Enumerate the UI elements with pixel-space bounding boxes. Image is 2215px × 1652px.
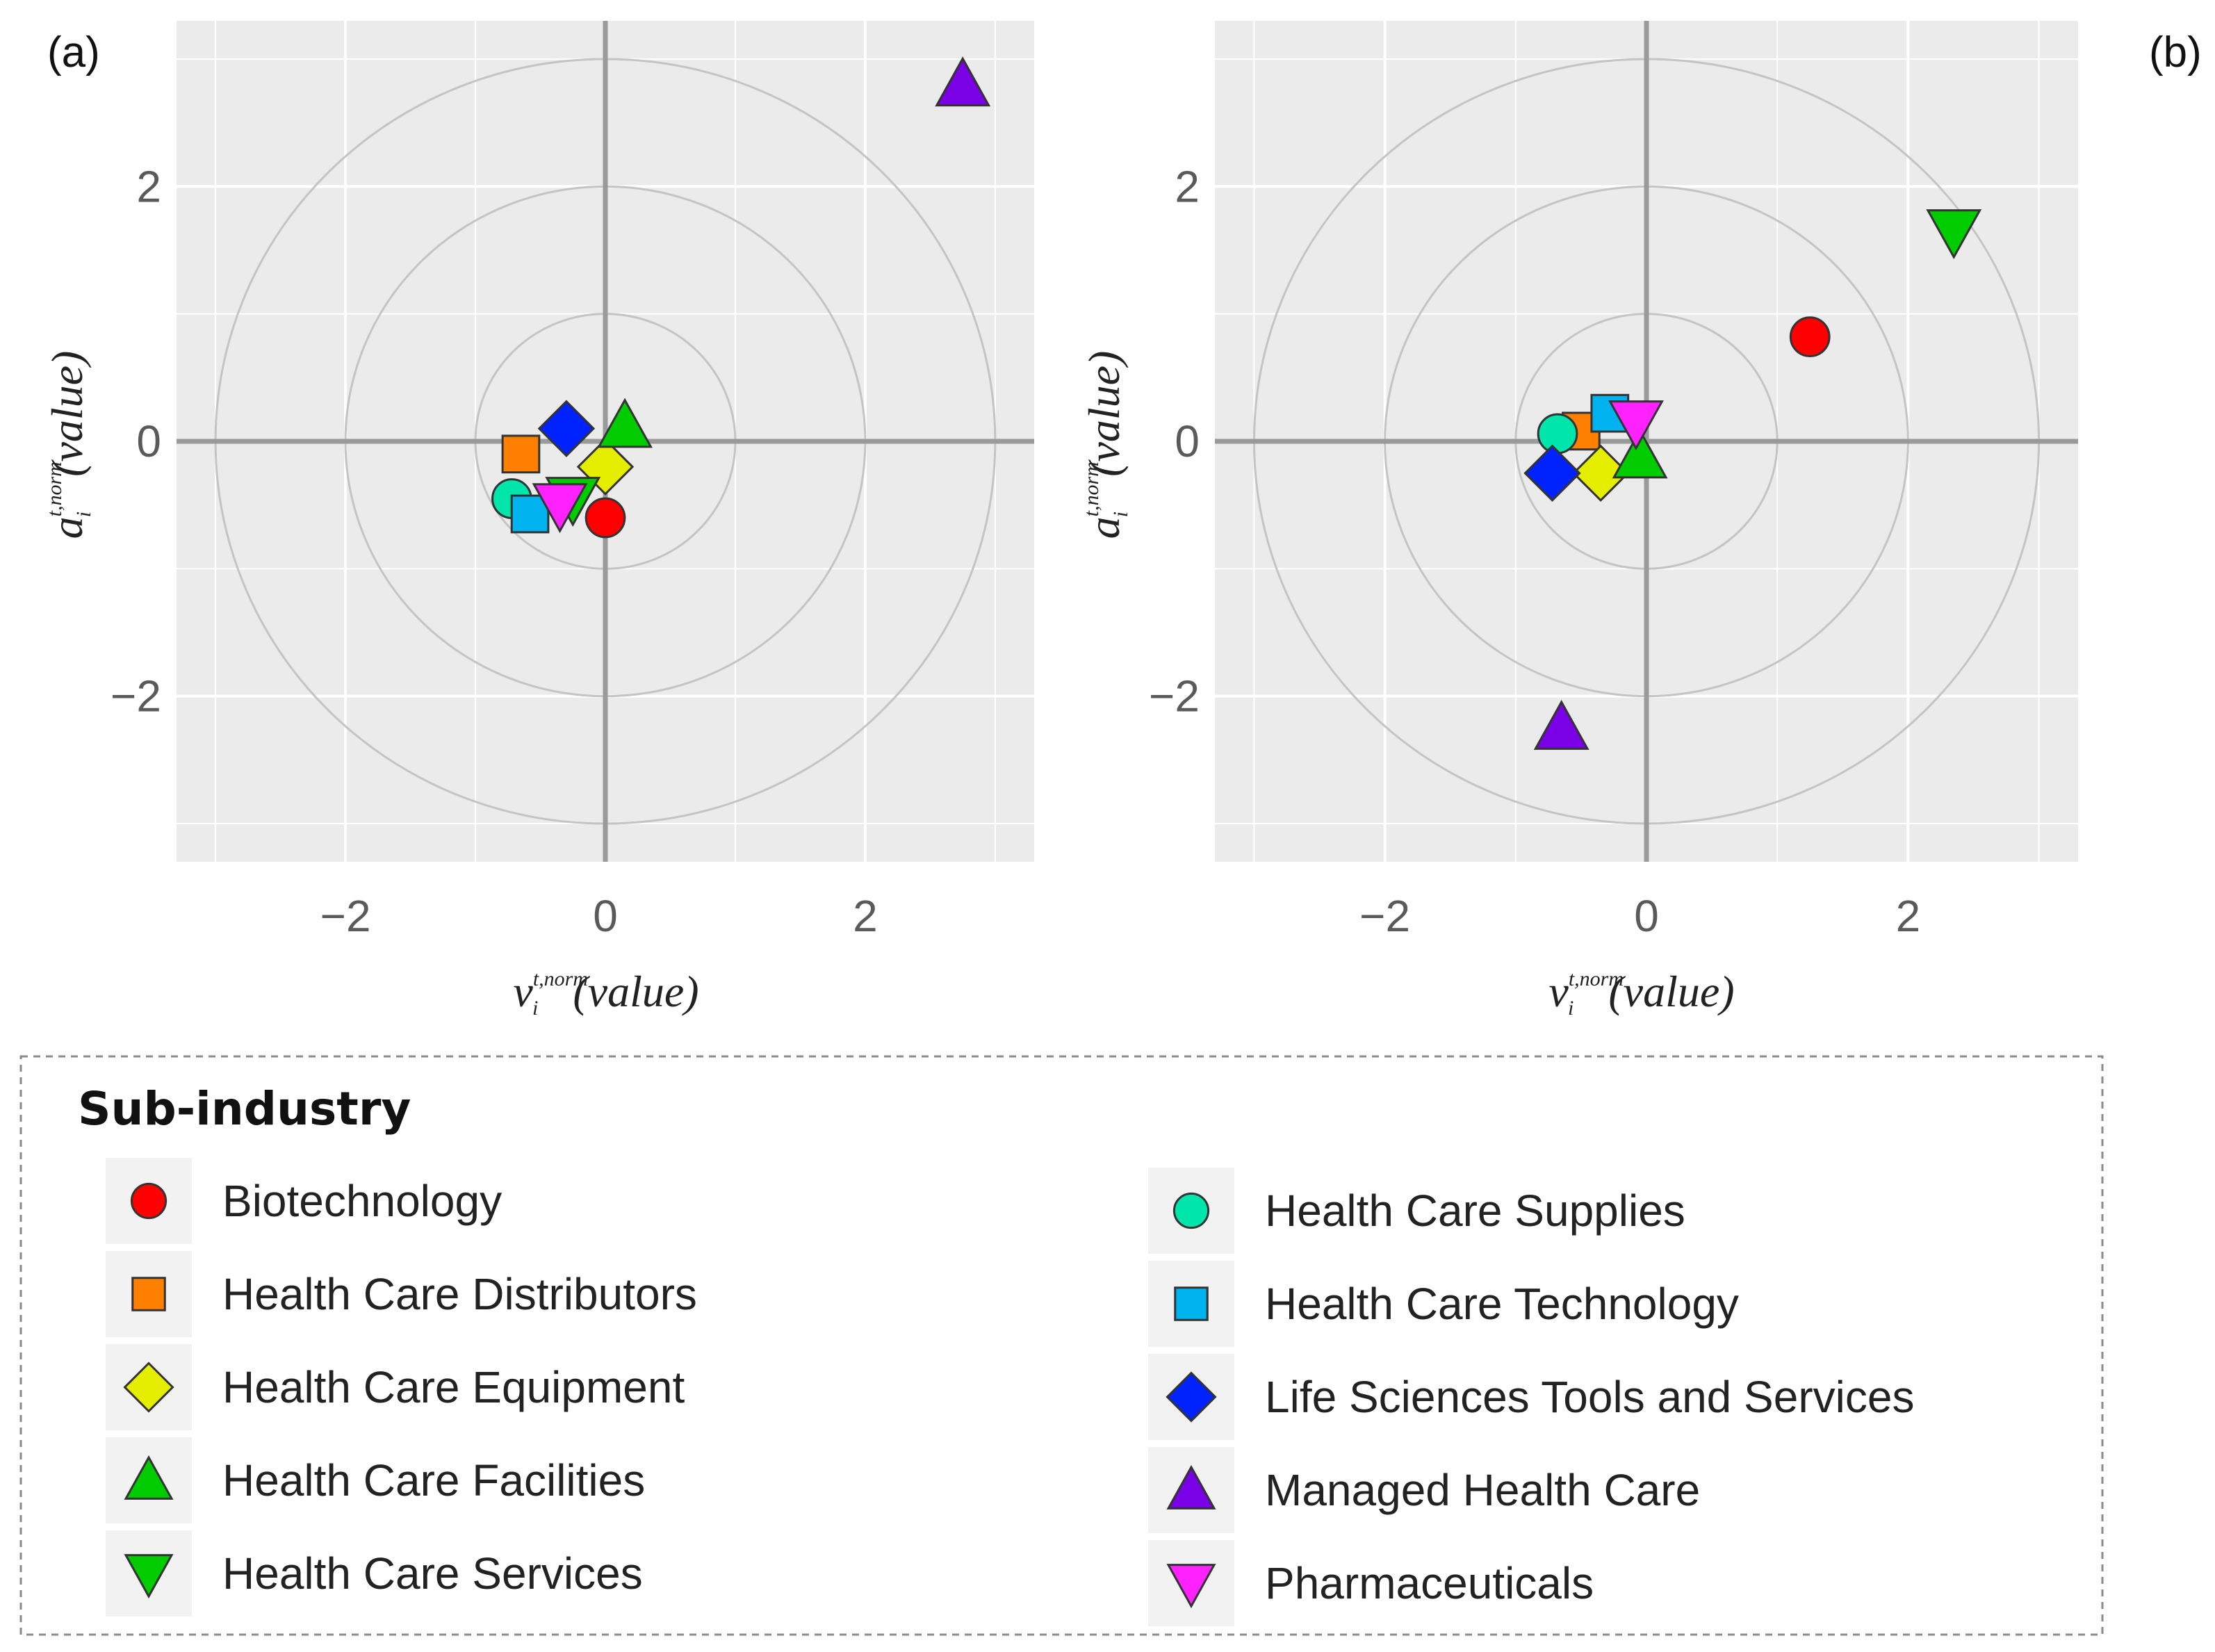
y-tick-label: 2 bbox=[1175, 161, 1200, 211]
panel-label-b: (b) bbox=[2149, 28, 2202, 76]
legend-key-health-care-distributors bbox=[131, 1277, 166, 1311]
y-axis-title-b: at,norm i(value) bbox=[1079, 351, 1132, 539]
point-health-care-supplies bbox=[1537, 413, 1578, 455]
plot-area-a: −2 0 2 2 0 −2 bbox=[111, 21, 1034, 941]
legend-label-health-care-supplies: Health Care Supplies bbox=[1265, 1186, 1685, 1236]
point-biotechnology bbox=[585, 497, 626, 539]
point-health-care-facilities bbox=[597, 398, 653, 448]
legend-key-managed-health-care bbox=[1166, 1464, 1216, 1510]
legend-label-pharmaceuticals: Pharmaceuticals bbox=[1265, 1558, 1594, 1608]
x-axis-title-b: vt,norm i (value) bbox=[1548, 967, 1734, 1020]
point-life-sciences-tools-and-services bbox=[1523, 444, 1581, 502]
point-life-sciences-tools-and-services bbox=[537, 400, 596, 457]
point-health-care-technology bbox=[510, 494, 550, 534]
point-health-care-distributors bbox=[501, 434, 541, 474]
panel-a: (a) −2 0 2 2 0 −2 vt,norm i (value) at,norm i(va… bbox=[42, 21, 1034, 1020]
y-tick-label: 2 bbox=[136, 161, 161, 211]
legend-label-life-sciences-tools-and-services: Life Sciences Tools and Services bbox=[1265, 1372, 1914, 1422]
y-tick-label: 0 bbox=[1175, 416, 1200, 466]
legend-label-health-care-technology: Health Care Technology bbox=[1265, 1279, 1739, 1329]
plot-area-b: −2 0 2 2 0 −2 bbox=[1149, 21, 2078, 941]
y-tick-label: 0 bbox=[136, 416, 161, 466]
x-tick-label: 2 bbox=[853, 891, 878, 941]
y-tick-label: −2 bbox=[111, 671, 161, 721]
legend-label-health-care-distributors: Health Care Distributors bbox=[222, 1269, 697, 1319]
point-health-care-equipment bbox=[1571, 444, 1630, 502]
legend: Sub-industry Biotechnology Health Care Di… bbox=[19, 1055, 2104, 1636]
legend-frame bbox=[19, 1055, 2104, 1636]
legend-key-pharmaceuticals bbox=[1166, 1564, 1216, 1609]
legend-label-managed-health-care: Managed Health Care bbox=[1265, 1465, 1700, 1515]
legend-label-health-care-services: Health Care Services bbox=[222, 1548, 643, 1598]
point-health-care-services bbox=[1926, 209, 1982, 259]
x-tick-label: 0 bbox=[593, 891, 618, 941]
legend-key-health-care-supplies bbox=[1172, 1192, 1210, 1229]
legend-key-health-care-services bbox=[124, 1554, 174, 1599]
y-axis-title-a: at,norm i(value) bbox=[42, 351, 95, 539]
points-b bbox=[1523, 209, 1982, 750]
legend-label-health-care-facilities: Health Care Facilities bbox=[222, 1455, 645, 1505]
legend-key-life-sciences-tools-and-services bbox=[1166, 1371, 1217, 1423]
x-tick-label: −2 bbox=[1359, 891, 1410, 941]
legend-key-health-care-facilities bbox=[124, 1455, 174, 1500]
legend-label-health-care-equipment: Health Care Equipment bbox=[222, 1362, 685, 1412]
legend-key-biotechnology bbox=[130, 1182, 167, 1220]
point-pharmaceuticals bbox=[532, 483, 588, 534]
panel-label-a: (a) bbox=[47, 28, 100, 76]
x-tick-label: 0 bbox=[1634, 891, 1659, 941]
legend-items: Biotechnology Health Care Distributors Hea… bbox=[106, 1158, 1914, 1626]
x-axis-title-a: vt,norm i (value) bbox=[513, 967, 698, 1020]
legend-key-health-care-technology bbox=[1174, 1286, 1209, 1321]
legend-label-biotechnology: Biotechnology bbox=[222, 1176, 502, 1226]
legend-title: Sub-industry bbox=[78, 1082, 411, 1136]
panel-b: (b) −2 0 2 2 0 −2 vt,norm i (value) at,norm i(va… bbox=[1079, 21, 2202, 1020]
point-managed-health-care bbox=[1533, 700, 1589, 750]
x-tick-label: −2 bbox=[320, 891, 371, 941]
x-tick-label: 2 bbox=[1896, 891, 1921, 941]
point-pharmaceuticals bbox=[1608, 400, 1664, 450]
legend-key-health-care-equipment bbox=[123, 1361, 174, 1413]
points-a bbox=[491, 56, 991, 539]
point-managed-health-care bbox=[935, 56, 991, 107]
point-health-care-facilities bbox=[1612, 428, 1668, 479]
point-biotechnology bbox=[1789, 316, 1831, 358]
y-tick-label: −2 bbox=[1149, 671, 1200, 721]
